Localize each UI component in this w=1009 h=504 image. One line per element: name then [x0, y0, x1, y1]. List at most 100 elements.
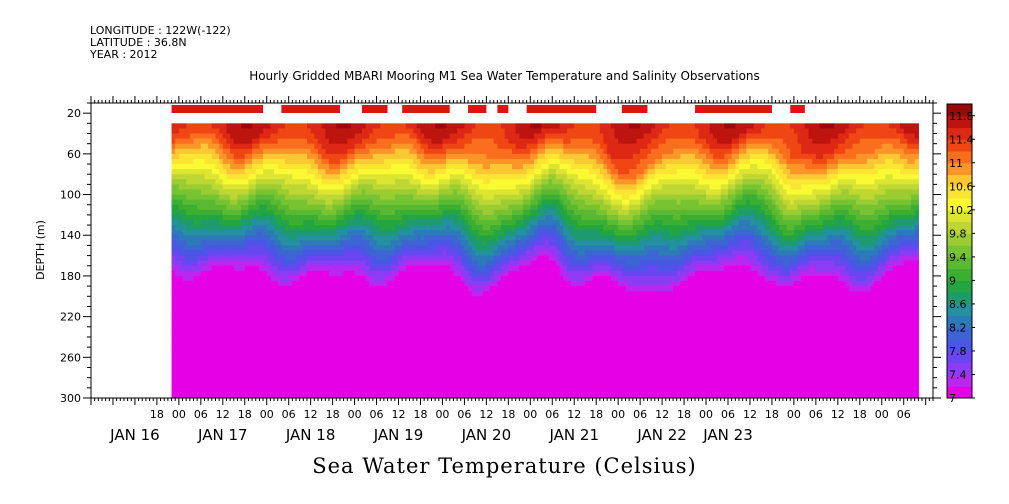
temperature-cell: [303, 296, 308, 302]
temperature-cell: [310, 301, 315, 308]
temperature-cell: [171, 286, 176, 292]
temperature-cell: [204, 230, 209, 236]
temperature-cell: [175, 382, 180, 389]
temperature-cell: [383, 362, 389, 369]
temperature-cell: [328, 153, 334, 160]
temperature-cell: [471, 174, 476, 180]
temperature-cell: [457, 123, 462, 130]
temperature-cell: [501, 179, 506, 185]
temperature-cell: [328, 392, 334, 398]
temperature-cell: [303, 199, 308, 206]
temperature-cell: [486, 123, 491, 130]
temperature-cell: [321, 174, 326, 180]
temperature-cell: [237, 189, 242, 196]
temperature-cell: [405, 138, 411, 145]
temperature-cell: [365, 336, 370, 343]
temperature-cell: [508, 184, 513, 191]
temperature-cell: [383, 174, 389, 180]
temperature-cell: [457, 174, 462, 180]
temperature-cell: [314, 255, 319, 262]
temperature-cell: [317, 153, 323, 160]
temperature-cell: [468, 209, 473, 216]
temperature-cell: [402, 199, 407, 206]
temperature-cell: [358, 225, 363, 231]
temperature-cell: [398, 367, 403, 374]
temperature-cell: [241, 128, 246, 135]
temperature-cell: [255, 260, 260, 267]
temperature-cell: [365, 270, 370, 277]
temperature-cell: [321, 382, 326, 389]
temperature-cell: [493, 235, 498, 241]
temperature-cell: [471, 286, 476, 292]
temperature-cell: [171, 164, 176, 170]
temperature-cell: [303, 301, 308, 308]
temperature-cell: [197, 347, 202, 353]
temperature-cell: [442, 301, 447, 308]
temperature-cell: [171, 219, 176, 226]
temperature-cell: [350, 291, 356, 297]
temperature-cell: [486, 214, 491, 221]
temperature-cell: [409, 214, 414, 221]
temperature-cell: [369, 311, 374, 318]
temperature-cell: [460, 214, 466, 221]
temperature-cell: [226, 306, 231, 313]
temperature-cell: [471, 219, 476, 226]
temperature-cell: [219, 286, 224, 292]
temperature-cell: [394, 342, 400, 348]
temperature-cell: [197, 184, 202, 191]
temperature-cell: [497, 133, 502, 140]
temperature-cell: [427, 336, 433, 343]
temperature-cell: [372, 392, 378, 398]
temperature-cell: [438, 169, 444, 175]
temperature-cell: [285, 164, 290, 170]
temperature-cell: [274, 138, 279, 145]
temperature-cell: [490, 382, 495, 389]
temperature-cell: [277, 138, 282, 145]
temperature-cell: [288, 316, 293, 323]
temperature-cell: [468, 194, 473, 201]
temperature-cell: [405, 148, 411, 155]
temperature-cell: [219, 128, 224, 135]
temperature-cell: [479, 148, 484, 155]
temperature-cell: [453, 214, 458, 221]
temperature-cell: [471, 128, 476, 135]
temperature-cell: [252, 209, 257, 216]
temperature-cell: [274, 219, 279, 226]
temperature-cell: [296, 123, 301, 130]
temperature-cell: [464, 133, 469, 140]
temperature-cell: [350, 382, 356, 389]
temperature-cell: [208, 179, 213, 185]
temperature-cell: [233, 301, 239, 308]
temperature-cell: [424, 153, 429, 160]
temperature-cell: [211, 174, 217, 180]
temperature-cell: [182, 270, 187, 277]
temperature-cell: [259, 209, 264, 216]
temperature-cell: [464, 240, 469, 247]
temperature-cell: [416, 255, 422, 262]
temperature-cell: [453, 306, 458, 313]
temperature-cell: [270, 138, 275, 145]
temperature-cell: [222, 387, 228, 394]
temperature-cell: [490, 270, 495, 277]
temperature-cell: [424, 377, 429, 384]
temperature-cell: [504, 219, 509, 226]
temperature-cell: [460, 286, 466, 292]
temperature-cell: [230, 240, 235, 247]
temperature-cell: [237, 225, 242, 231]
temperature-cell: [468, 321, 473, 328]
temperature-cell: [296, 250, 301, 257]
temperature-cell: [325, 265, 330, 272]
temperature-cell: [402, 377, 407, 384]
temperature-cell: [303, 148, 308, 155]
temperature-cell: [493, 311, 498, 318]
temperature-cell: [303, 143, 308, 150]
temperature-cell: [361, 275, 367, 282]
temperature-cell: [391, 240, 396, 247]
temperature-cell: [215, 199, 220, 206]
temperature-cell: [490, 296, 495, 302]
temperature-cell: [435, 128, 440, 135]
temperature-cell: [226, 387, 231, 394]
temperature-cell: [303, 153, 308, 160]
temperature-cell: [398, 209, 403, 216]
temperature-cell: [270, 194, 275, 201]
